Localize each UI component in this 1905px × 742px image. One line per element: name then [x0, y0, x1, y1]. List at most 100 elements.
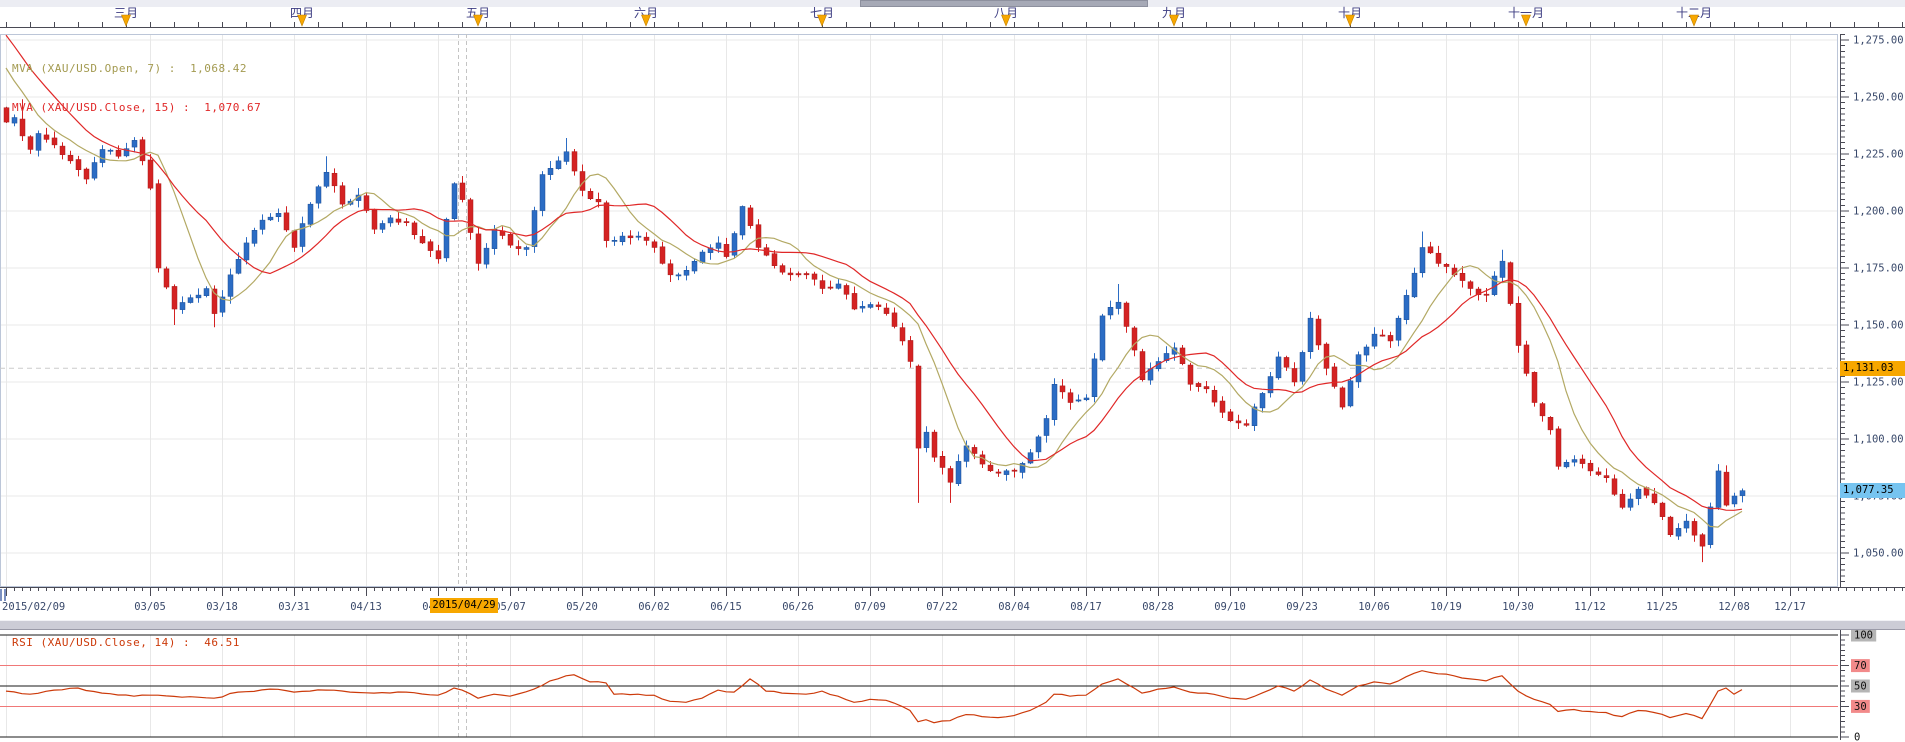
candle [1724, 472, 1729, 505]
candle [636, 236, 641, 237]
candle [508, 234, 513, 245]
candle [1580, 459, 1585, 464]
candle [1740, 491, 1745, 496]
candle [116, 150, 121, 156]
candle [1036, 437, 1041, 452]
rsi-tick-label: 70 [1854, 660, 1867, 672]
candle [1076, 400, 1081, 401]
candle [1084, 398, 1089, 400]
candle [1620, 494, 1625, 507]
rsi-tick-label: 0 [1854, 732, 1860, 742]
candle [564, 152, 569, 162]
candle [76, 159, 81, 169]
candle [556, 161, 561, 169]
candle [532, 210, 537, 246]
candle [716, 243, 721, 248]
candle [1636, 489, 1641, 498]
candle [1004, 471, 1009, 475]
candle [740, 206, 745, 235]
chart-window: 三月四月五月六月七月八月九月十月十一月十二月2015/02/0903/0503/… [0, 0, 1905, 742]
candle [1316, 319, 1321, 345]
candle [1260, 393, 1265, 408]
candle [1628, 499, 1633, 507]
selected-date-badge[interactable]: 2015/04/29 [430, 598, 498, 613]
candle [1404, 295, 1409, 319]
candle [1268, 377, 1273, 393]
candle [60, 146, 65, 155]
candle [188, 298, 193, 303]
candle [692, 261, 697, 271]
candle [316, 187, 321, 203]
date-axis[interactable]: 2015/02/0903/0503/1803/3104/1304/2405/07… [0, 587, 1905, 613]
date-axis-handle[interactable] [0, 589, 8, 601]
candle [588, 191, 593, 198]
candle [1716, 471, 1721, 508]
month-marker-icon [642, 15, 651, 26]
date-tick-label: 09/23 [1286, 601, 1318, 613]
plot-border [1, 35, 1838, 587]
candle [1692, 521, 1697, 535]
candle [852, 293, 857, 309]
candle [148, 160, 153, 188]
month-marker-icon [1002, 15, 1011, 26]
candle [948, 468, 953, 482]
candle [1220, 401, 1225, 412]
candle [1676, 528, 1681, 536]
candle [420, 236, 425, 243]
candle [436, 251, 441, 259]
candle [868, 304, 873, 307]
candle [132, 140, 137, 147]
candle [548, 168, 553, 174]
date-tick-label: 09/10 [1214, 601, 1246, 613]
candle [1484, 294, 1489, 295]
date-tick-label: 12/08 [1718, 601, 1750, 613]
candle [604, 203, 609, 241]
rsi-tick-label: 50 [1854, 681, 1867, 693]
candle [644, 237, 649, 240]
candle [1588, 463, 1593, 471]
candle [1572, 460, 1577, 463]
candle [108, 150, 113, 151]
indicator-legend: MVA (XAU/USD.Open, 7) : 1,068.42 MVA (XA… [12, 36, 261, 140]
date-tick-label: 11/25 [1646, 601, 1678, 613]
candle [1308, 318, 1313, 352]
candle [492, 229, 497, 248]
candle [748, 208, 753, 226]
alert-price-tag[interactable]: 1,131.03 [1840, 361, 1905, 376]
price-axis[interactable]: 1,275.001,250.001,225.001,200.001,175.00… [1840, 34, 1904, 587]
candle [1124, 303, 1129, 326]
candle [900, 328, 905, 341]
candle [1548, 417, 1553, 430]
candle [1524, 345, 1529, 373]
candle [244, 243, 249, 260]
price-chart-canvas: 三月四月五月六月七月八月九月十月十一月十二月2015/02/0903/0503/… [0, 0, 1905, 742]
candle [1052, 384, 1057, 419]
candle [140, 140, 145, 161]
candle [1604, 476, 1609, 478]
candle [1652, 494, 1657, 503]
candle [1660, 503, 1665, 517]
date-tick-label: 03/18 [206, 601, 238, 613]
candle [1196, 383, 1201, 386]
candle [1204, 387, 1209, 389]
date-tick-label: 08/17 [1070, 601, 1102, 613]
candle [892, 313, 897, 327]
candle [172, 286, 177, 309]
panel-separator[interactable] [0, 620, 1905, 630]
candle [1212, 390, 1217, 402]
candle [1668, 517, 1673, 535]
rsi-legend: RSI (XAU/USD.Close, 14) : 46.51 [12, 636, 240, 649]
candle [772, 254, 777, 266]
candle [332, 173, 337, 186]
candle [844, 285, 849, 294]
candle [612, 240, 617, 241]
candle [756, 225, 761, 248]
price-tick-label: 1,200.00 [1853, 206, 1904, 218]
candle [828, 287, 833, 288]
date-tick-label: 07/09 [854, 601, 886, 613]
candle [1612, 479, 1617, 495]
candle [1540, 404, 1545, 416]
candle [956, 461, 961, 483]
candle [1700, 535, 1705, 546]
candle [1532, 372, 1537, 402]
